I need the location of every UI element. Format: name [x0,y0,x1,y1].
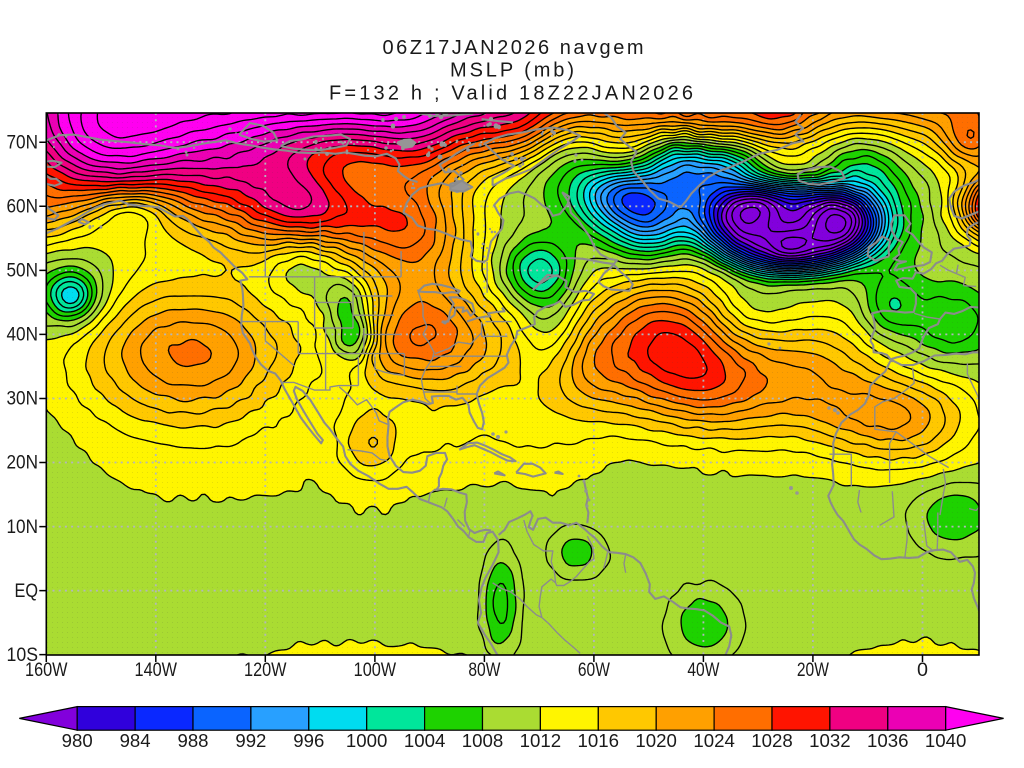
svg-text:1032: 1032 [809,730,851,751]
svg-text:1004: 1004 [404,730,446,751]
svg-text:1028: 1028 [751,730,793,751]
svg-text:1024: 1024 [693,730,735,751]
svg-text:1000: 1000 [346,730,388,751]
svg-text:70N: 70N [7,131,39,153]
svg-text:996: 996 [293,730,324,751]
svg-text:EQ: EQ [15,580,39,602]
svg-text:20W: 20W [797,659,829,681]
svg-text:1036: 1036 [867,730,909,751]
svg-text:10N: 10N [7,516,39,538]
svg-text:120W: 120W [244,659,287,681]
svg-text:100W: 100W [354,659,397,681]
svg-text:F=132 h ; Valid 18Z22JAN2026: F=132 h ; Valid 18Z22JAN2026 [329,83,693,105]
svg-text:20N: 20N [7,452,39,474]
svg-text:40W: 40W [687,659,719,681]
svg-text:30N: 30N [7,388,39,410]
svg-text:10S: 10S [7,644,39,666]
svg-text:60N: 60N [7,196,39,218]
svg-text:992: 992 [235,730,266,751]
svg-text:1040: 1040 [925,730,967,751]
svg-text:1020: 1020 [635,730,677,751]
svg-text:160W: 160W [25,659,68,681]
svg-text:60W: 60W [578,659,610,681]
svg-text:50N: 50N [7,260,39,282]
svg-text:80W: 80W [468,659,500,681]
svg-text:0: 0 [917,659,928,681]
svg-text:1016: 1016 [578,730,620,751]
svg-text:40N: 40N [7,324,39,346]
svg-text:06Z17JAN2026 navgem: 06Z17JAN2026 navgem [383,37,644,59]
svg-text:MSLP (mb): MSLP (mb) [450,60,574,82]
svg-text:1012: 1012 [520,730,562,751]
svg-text:984: 984 [120,730,151,751]
svg-text:1008: 1008 [462,730,504,751]
svg-text:988: 988 [178,730,209,751]
svg-text:980: 980 [62,730,93,751]
svg-text:140W: 140W [135,659,178,681]
